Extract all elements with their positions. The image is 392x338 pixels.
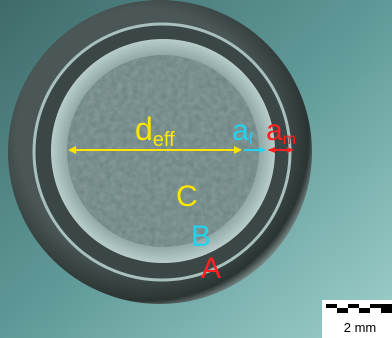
scale-bar-label: 2 mm xyxy=(344,320,377,335)
region-label: C xyxy=(176,180,198,213)
scale-bar-segment xyxy=(337,304,348,308)
region-label: B xyxy=(191,220,211,253)
scale-bar: 2 mm xyxy=(322,300,392,338)
scale-bar-segment xyxy=(359,304,370,308)
label-base: a xyxy=(266,114,283,147)
label-sub: f xyxy=(249,131,254,148)
scale-bar-segment xyxy=(348,308,359,313)
label-sub: eff xyxy=(153,129,175,151)
region-label: A xyxy=(201,252,221,285)
label-base: d xyxy=(135,111,153,147)
micrograph: deff af am C B A 2 mm xyxy=(0,0,392,338)
scale-bar-segment xyxy=(326,308,337,313)
label-base: a xyxy=(232,114,249,147)
label-sub: m xyxy=(283,131,296,148)
scale-bar-segment xyxy=(370,308,381,313)
page: deff af am C B A 2 mm (() => { const dat… xyxy=(0,0,392,338)
